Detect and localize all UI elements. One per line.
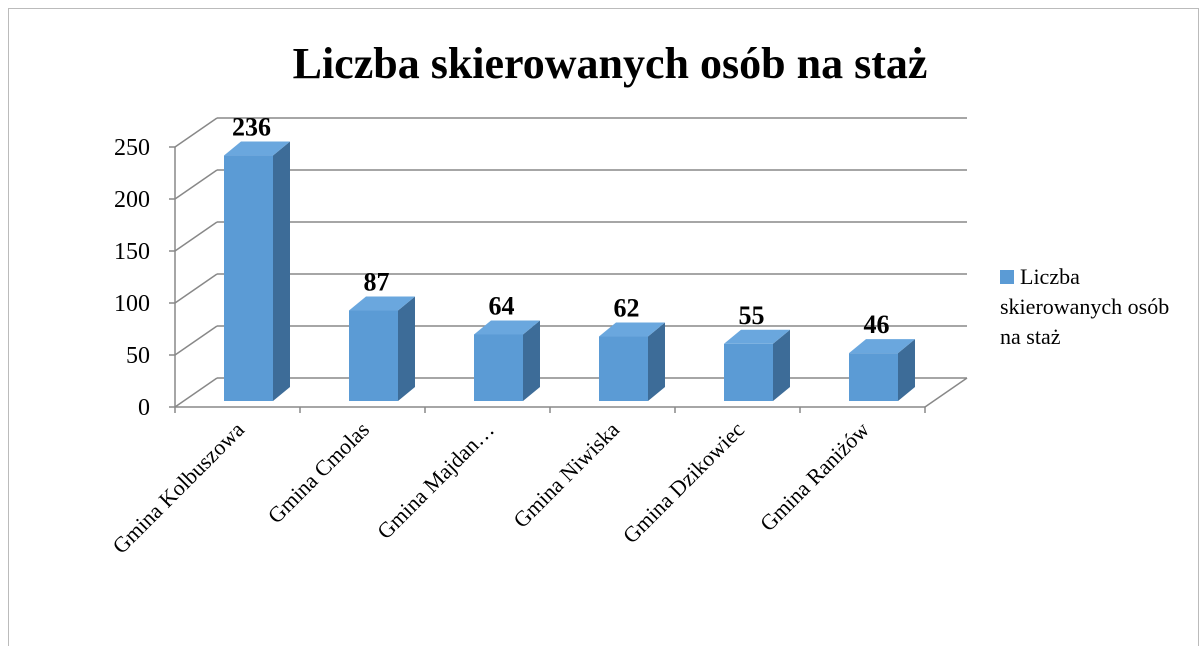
y-tick-label: 200 bbox=[114, 187, 150, 213]
bar bbox=[349, 310, 398, 401]
x-tick-label: Gmina Cmolas bbox=[263, 417, 374, 528]
x-tick-label: Gmina Dzikowiec bbox=[618, 417, 749, 548]
chart-title: Liczba skierowanych osób na staż bbox=[293, 39, 928, 88]
bar-top bbox=[599, 322, 665, 337]
legend-swatch bbox=[1000, 270, 1014, 284]
bar bbox=[599, 336, 648, 401]
bar bbox=[849, 353, 898, 401]
grid-line-side bbox=[174, 325, 218, 356]
bar-top bbox=[349, 296, 415, 311]
y-tick-label: 150 bbox=[114, 239, 150, 265]
data-label: 87 bbox=[364, 268, 390, 297]
data-label: 236 bbox=[232, 113, 271, 142]
x-tick-label: Gmina Raniżów bbox=[755, 417, 874, 536]
data-label: 55 bbox=[739, 301, 765, 330]
bar bbox=[224, 155, 273, 401]
grid-line-side bbox=[174, 273, 218, 304]
bar-top bbox=[849, 339, 915, 354]
bar-side bbox=[648, 322, 665, 401]
bar bbox=[474, 334, 523, 401]
bar-side bbox=[523, 320, 540, 401]
data-label: 46 bbox=[864, 310, 890, 339]
y-tick-label: 100 bbox=[114, 291, 150, 317]
bar-top bbox=[224, 141, 290, 156]
bar-top bbox=[474, 320, 540, 335]
grid-line-side bbox=[174, 221, 218, 252]
y-tick-label: 250 bbox=[114, 135, 150, 161]
floor-right bbox=[924, 377, 968, 408]
chart-border bbox=[8, 8, 1199, 646]
bar-side bbox=[273, 141, 290, 401]
x-tick-label: Gmina Majdan… bbox=[372, 417, 499, 544]
grid-line-side bbox=[174, 377, 218, 408]
grid-line-side bbox=[174, 117, 218, 148]
y-tick-label: 50 bbox=[126, 343, 150, 369]
bar-top bbox=[724, 329, 790, 344]
grid-line-side bbox=[174, 169, 218, 200]
x-tick-label: Gmina Kolbuszowa bbox=[107, 417, 249, 559]
bar-side bbox=[898, 339, 915, 401]
y-tick-label: 0 bbox=[138, 395, 150, 421]
bar-side bbox=[398, 296, 415, 401]
data-label: 62 bbox=[614, 294, 640, 323]
legend-label: Liczba skierowanych osób na staż bbox=[1000, 264, 1170, 349]
bar-side bbox=[773, 329, 790, 401]
bar bbox=[724, 343, 773, 401]
x-tick-label: Gmina Niwiska bbox=[508, 417, 624, 533]
legend: Liczba skierowanych osób na staż bbox=[1000, 262, 1190, 352]
data-label: 64 bbox=[489, 291, 515, 320]
